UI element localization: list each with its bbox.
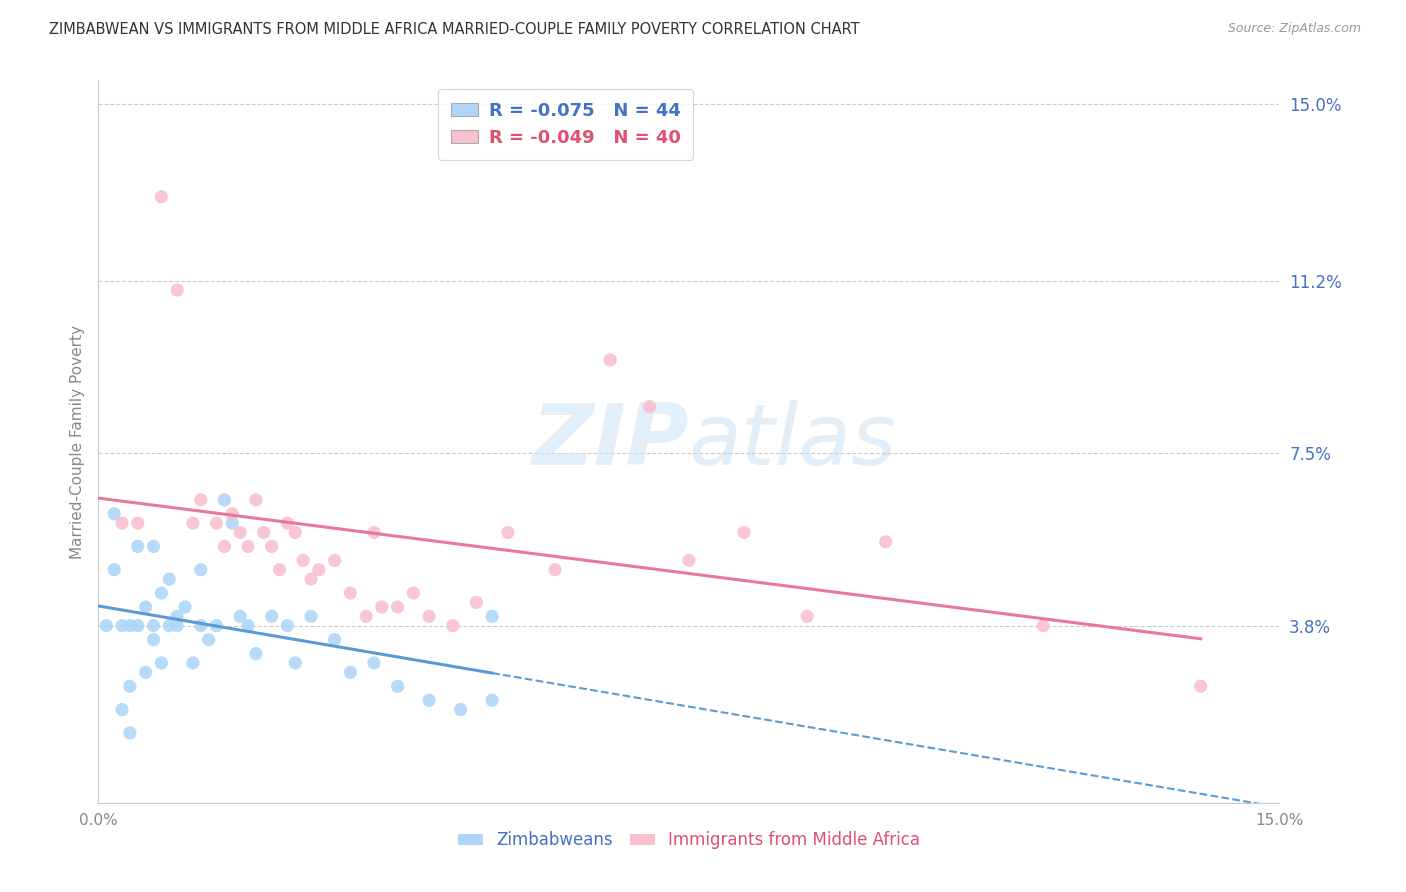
Y-axis label: Married-Couple Family Poverty: Married-Couple Family Poverty — [69, 325, 84, 558]
Point — [284, 656, 307, 670]
Point — [150, 656, 173, 670]
Point — [127, 618, 149, 632]
Point — [1032, 618, 1054, 632]
Point — [299, 572, 322, 586]
Point — [135, 665, 157, 680]
Point — [260, 540, 283, 554]
Point — [284, 525, 307, 540]
Point — [214, 540, 236, 554]
Point — [166, 283, 188, 297]
Point — [371, 600, 394, 615]
Point — [142, 632, 165, 647]
Point — [150, 586, 173, 600]
Point — [157, 618, 180, 632]
Point — [221, 507, 243, 521]
Point — [118, 726, 141, 740]
Point — [260, 609, 283, 624]
Point — [1189, 679, 1212, 693]
Point — [678, 553, 700, 567]
Point — [245, 647, 267, 661]
Point — [481, 609, 503, 624]
Point — [190, 563, 212, 577]
Point — [418, 693, 440, 707]
Point — [166, 618, 188, 632]
Point — [253, 525, 276, 540]
Point — [496, 525, 519, 540]
Point — [339, 586, 361, 600]
Point — [441, 618, 464, 632]
Point — [236, 540, 259, 554]
Point — [96, 618, 118, 632]
Point — [135, 600, 157, 615]
Point — [221, 516, 243, 530]
Point — [157, 572, 180, 586]
Point — [118, 618, 141, 632]
Point — [103, 563, 125, 577]
Point — [150, 190, 173, 204]
Point — [418, 609, 440, 624]
Point — [599, 353, 621, 368]
Point — [205, 516, 228, 530]
Point — [450, 702, 472, 716]
Point — [245, 492, 267, 507]
Point — [190, 492, 212, 507]
Point — [481, 693, 503, 707]
Point — [402, 586, 425, 600]
Point — [387, 679, 409, 693]
Point — [111, 702, 134, 716]
Point — [205, 618, 228, 632]
Point — [229, 525, 252, 540]
Point — [118, 679, 141, 693]
Point — [236, 618, 259, 632]
Text: Source: ZipAtlas.com: Source: ZipAtlas.com — [1227, 22, 1361, 36]
Point — [465, 595, 488, 609]
Point — [544, 563, 567, 577]
Point — [111, 618, 134, 632]
Point — [292, 553, 315, 567]
Point — [323, 632, 346, 647]
Point — [174, 600, 197, 615]
Point — [197, 632, 219, 647]
Point — [214, 492, 236, 507]
Text: atlas: atlas — [689, 400, 897, 483]
Point — [299, 609, 322, 624]
Point — [181, 656, 204, 670]
Point — [363, 525, 385, 540]
Text: ZIP: ZIP — [531, 400, 689, 483]
Point — [181, 516, 204, 530]
Point — [733, 525, 755, 540]
Point — [269, 563, 291, 577]
Point — [142, 618, 165, 632]
Point — [638, 400, 661, 414]
Point — [111, 516, 134, 530]
Point — [166, 609, 188, 624]
Point — [308, 563, 330, 577]
Point — [229, 609, 252, 624]
Point — [354, 609, 377, 624]
Point — [276, 618, 298, 632]
Point — [142, 540, 165, 554]
Text: ZIMBABWEAN VS IMMIGRANTS FROM MIDDLE AFRICA MARRIED-COUPLE FAMILY POVERTY CORREL: ZIMBABWEAN VS IMMIGRANTS FROM MIDDLE AFR… — [49, 22, 860, 37]
Point — [339, 665, 361, 680]
Legend: Zimbabweans, Immigrants from Middle Africa: Zimbabweans, Immigrants from Middle Afri… — [451, 824, 927, 856]
Point — [796, 609, 818, 624]
Point — [323, 553, 346, 567]
Point — [127, 516, 149, 530]
Point — [190, 618, 212, 632]
Point — [363, 656, 385, 670]
Point — [875, 534, 897, 549]
Point — [387, 600, 409, 615]
Point — [127, 540, 149, 554]
Point — [103, 507, 125, 521]
Point — [276, 516, 298, 530]
